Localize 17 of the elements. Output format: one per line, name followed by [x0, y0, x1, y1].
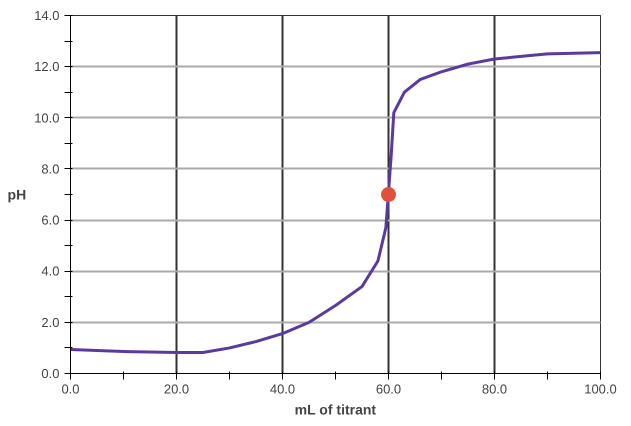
y-tick-label: 0.0 [41, 366, 60, 381]
x-tick-label: 0.0 [61, 382, 80, 396]
y-tick-label: 4.0 [41, 264, 60, 279]
y-tick-label: 14.0 [34, 8, 60, 23]
x-tick-label: 80.0 [482, 382, 508, 396]
x-axis-title: mL of titrant [294, 402, 376, 418]
y-tick-label: 6.0 [41, 212, 60, 228]
x-tick-label: 60.0 [376, 382, 402, 396]
y-tick-label: 12.0 [34, 59, 60, 74]
y-tick-label: 10.0 [34, 110, 60, 126]
x-tick-label: 40.0 [270, 382, 296, 396]
y-axis-title: pH [8, 186, 26, 202]
x-tick-label: 20.0 [164, 382, 190, 396]
y-tick-label: 2.0 [41, 314, 60, 330]
x-tick-label: 100.0 [584, 382, 617, 396]
line-series [70, 51, 600, 354]
y-tick-label: 8.0 [41, 161, 60, 176]
